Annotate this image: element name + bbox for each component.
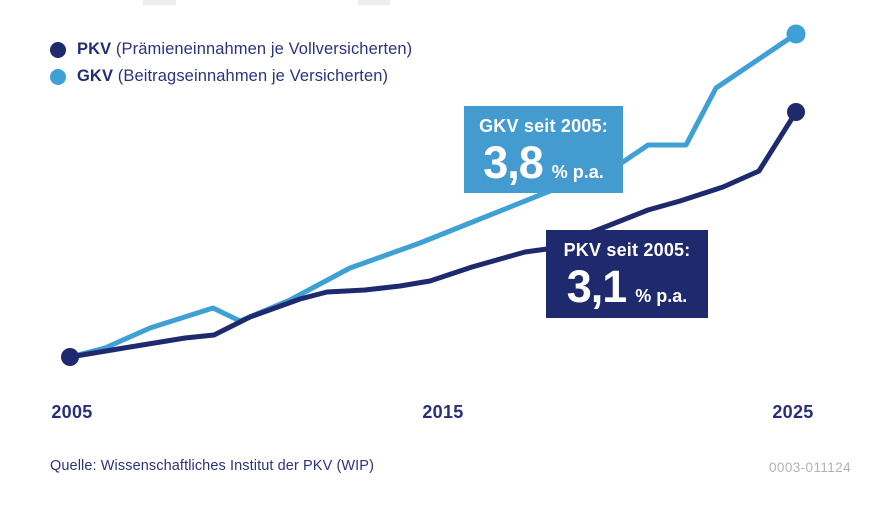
growth-rate-value: 3,1 (566, 260, 628, 312)
legend-item-gkv: GKV (Beitragseinnahmen je Versicherten) (50, 63, 412, 90)
data-point-marker-gkv (786, 24, 806, 44)
cropped-title-fragment (358, 0, 390, 5)
legend-abbr-gkv: GKV (77, 67, 114, 85)
growth-rate-value: 3,8 (483, 136, 544, 188)
legend-rest-pkv: (Prämieneinnahmen je Vollversicherten) (111, 40, 413, 58)
callout-value-row: 3,8 % p.a. (464, 136, 623, 188)
data-point-marker-pkv (61, 348, 79, 366)
callout-gkv: GKV seit 2005: 3,8 % p.a. (464, 106, 623, 193)
series-line-pkv (67, 109, 799, 360)
callout-pkv: PKV seit 2005: 3,1 % p.a. (546, 230, 708, 318)
x-tick-2015: 2015 (422, 402, 464, 422)
growth-rate-unit: % p.a. (635, 285, 688, 306)
series-line-gkv (67, 31, 799, 360)
legend-rest-gkv: (Beitragseinnahmen je Versicherten) (113, 67, 389, 85)
legend-abbr-pkv: PKV (77, 40, 112, 58)
growth-rate-unit: % p.a. (551, 161, 604, 182)
gkv-dot-icon (50, 68, 66, 85)
callout-value-row: 3,1 % p.a. (546, 260, 708, 312)
x-tick-2025: 2025 (772, 402, 814, 422)
document-code: 0003-011124 (769, 460, 851, 475)
callout-title: GKV seit 2005: (479, 116, 608, 136)
callout-title: PKV seit 2005: (563, 240, 691, 260)
data-point-marker-pkv (787, 103, 805, 121)
chart-legend: PKV (Prämieneinnahmen je Vollversicherte… (50, 36, 412, 90)
legend-item-pkv: PKV (Prämieneinnahmen je Vollversicherte… (50, 36, 412, 63)
source-note: Quelle: Wissenschaftliches Institut der … (50, 458, 375, 474)
legend-label-pkv: PKV (Prämieneinnahmen je Vollversicherte… (77, 40, 412, 59)
pkv-dot-icon (50, 41, 66, 58)
legend-label-gkv: GKV (Beitragseinnahmen je Versicherten) (77, 67, 388, 86)
cropped-title-fragment (143, 0, 176, 5)
x-tick-2005: 2005 (51, 402, 93, 422)
